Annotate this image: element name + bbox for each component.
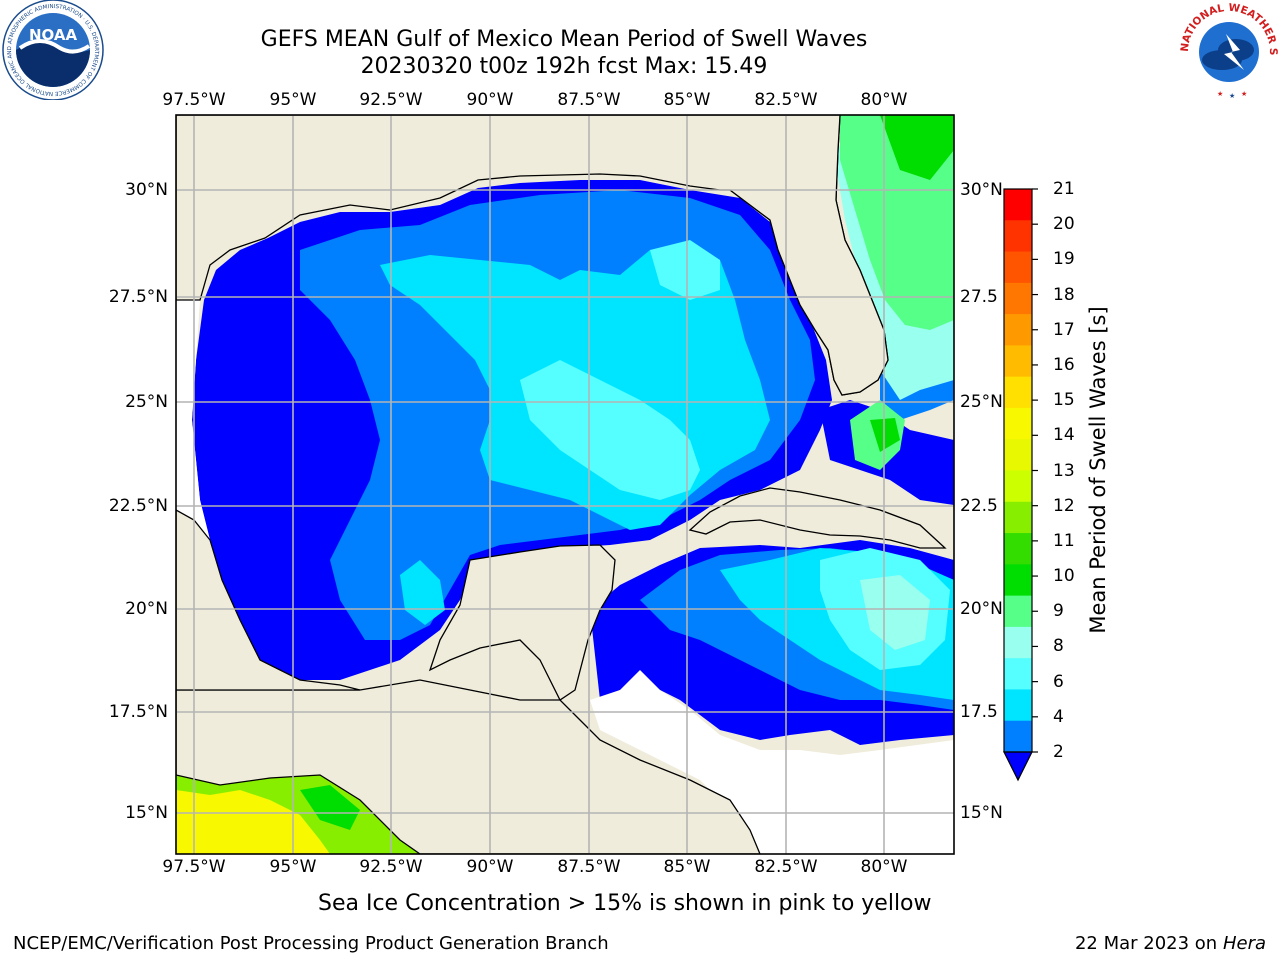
colorbar-segment: [1004, 689, 1032, 722]
colorbar-tick-label: 19: [1053, 249, 1075, 270]
chart-subtitle: 20230320 t00z 192h fcst Max: 15.49: [360, 54, 768, 79]
colorbar-tick-label: 21: [1053, 179, 1075, 199]
lon-label: 82.5°W: [754, 857, 818, 877]
colorbar-tick-label: 13: [1053, 460, 1075, 481]
colorbar-tick-label: 20: [1053, 214, 1075, 235]
lon-label: 87.5°W: [557, 90, 621, 110]
footer-host: Hera: [1222, 933, 1266, 954]
colorbar-segment: [1004, 251, 1032, 284]
svg-text:★: ★: [1217, 90, 1223, 98]
sea-ice-note: Sea Ice Concentration > 15% is shown in …: [318, 891, 932, 916]
central-america-land: [176, 679, 761, 854]
colorbar-tick-label: 15: [1053, 390, 1075, 411]
noaa-logo-icon: NATIONAL OCEANIC AND ATMOSPHERIC ADMINIS…: [2, 0, 104, 100]
colorbar-tick-label: 8: [1053, 636, 1064, 657]
cuba-land: [688, 487, 947, 549]
colorbar-segment: [1004, 501, 1032, 534]
pacific-level-11: [300, 785, 360, 830]
lon-label: 85°W: [663, 90, 711, 110]
no-data-caribbean: [590, 670, 954, 854]
colorbar-segment: [1004, 314, 1032, 346]
lat-label: 25°N: [125, 392, 168, 412]
lat-label: 22.5: [960, 496, 998, 516]
lat-label: 20°N: [960, 599, 1003, 619]
colorbar-tick-label: 10: [1053, 566, 1075, 587]
chart-title: GEFS MEAN Gulf of Mexico Mean Period of …: [260, 27, 868, 52]
lon-label: 82.5°W: [754, 90, 818, 110]
colorbar-segment: [1004, 470, 1032, 503]
colorbar-tick-label: 14: [1053, 425, 1075, 446]
svg-text:NOAA: NOAA: [29, 26, 78, 44]
lon-label: 97.5°W: [162, 90, 226, 110]
lon-label: 97.5°W: [162, 857, 226, 877]
colorbar-segment: [1004, 189, 1032, 221]
colorbar-segment: [1004, 407, 1032, 440]
colorbar-segment: [1004, 595, 1032, 628]
colorbar-tick-label: 11: [1053, 530, 1075, 551]
colorbar-tick-label: 18: [1053, 284, 1075, 305]
pacific-level-14: [176, 790, 330, 854]
lat-label: 30°N: [960, 180, 1003, 200]
colorbar-tick-label: 4: [1053, 706, 1064, 727]
colorbar-tick-label: 12: [1053, 495, 1075, 516]
west-mexico-coast: [176, 509, 361, 691]
colorbar-segment: [1004, 720, 1032, 753]
gulf-level-8b: [650, 240, 720, 300]
lat-label: 17.5: [960, 702, 998, 722]
lon-label: 90°W: [466, 90, 514, 110]
colorbar-segment: [1004, 376, 1032, 409]
lat-label: 22.5°N: [108, 496, 168, 516]
colorbar-title: Mean Period of Swell Waves [s]: [1086, 306, 1110, 634]
lon-label: 87.5°W: [557, 857, 621, 877]
colorbar: [1003, 188, 1038, 782]
svg-text:★: ★: [1229, 92, 1235, 100]
colorbar-under-triangle: [1003, 751, 1033, 782]
caribbean-level-9: [860, 575, 930, 650]
colorbar-tick-label: 6: [1053, 671, 1064, 692]
footer-branch: NCEP/EMC/Verification Post Processing Pr…: [13, 933, 609, 954]
lat-label: 30°N: [125, 180, 168, 200]
lat-label: 25°N: [960, 392, 1003, 412]
lon-label: 80°W: [860, 857, 908, 877]
lon-label: 95°W: [269, 857, 317, 877]
bahamas-level-11: [870, 418, 900, 452]
lat-label: 15°N: [960, 803, 1003, 823]
colorbar-segment: [1004, 345, 1032, 378]
lon-label: 90°W: [466, 857, 514, 877]
lat-label: 27.5°N: [108, 287, 168, 307]
lat-label: 27.5: [960, 287, 998, 307]
colorbar-segment: [1004, 220, 1032, 253]
colorbar-tick-label: 2: [1053, 742, 1064, 762]
lon-label: 92.5°W: [359, 90, 423, 110]
svg-text:★: ★: [1241, 90, 1247, 98]
lat-label: 15°N: [125, 803, 168, 823]
colorbar-segment: [1004, 658, 1032, 690]
map-panel: [176, 115, 954, 854]
nws-logo-icon: NATIONAL WEATHER SERVICE ★ ★ ★: [1176, 0, 1279, 100]
colorbar-tick-label: 16: [1053, 354, 1075, 375]
yucatan-land: [428, 544, 616, 701]
graticule: [176, 115, 954, 854]
colorbar-segment: [1004, 626, 1032, 659]
colorbar-segment: [1004, 282, 1032, 315]
atlantic-level-11: [880, 115, 954, 180]
colorbar-tick-label: 9: [1053, 601, 1064, 622]
mexico-land: [176, 115, 889, 396]
lon-label: 80°W: [860, 90, 908, 110]
gulf-level-8: [520, 360, 700, 500]
colorbar-segment: [1004, 439, 1032, 471]
colorbar-segment: [1004, 564, 1032, 597]
colorbar-tick-label: 17: [1053, 319, 1075, 340]
gulf-level-6c: [440, 295, 480, 335]
lon-label: 92.5°W: [359, 857, 423, 877]
footer-date-text: 22 Mar 2023 on: [1074, 933, 1218, 954]
map-frame: [175, 114, 955, 855]
footer-date: 22 Mar 2023 on Hera: [1075, 933, 1266, 955]
lon-label: 85°W: [663, 857, 711, 877]
colorbar-segment: [1004, 533, 1032, 565]
lat-label: 20°N: [125, 599, 168, 619]
lat-label: 17.5°N: [108, 702, 168, 722]
lon-label: 95°W: [269, 90, 317, 110]
